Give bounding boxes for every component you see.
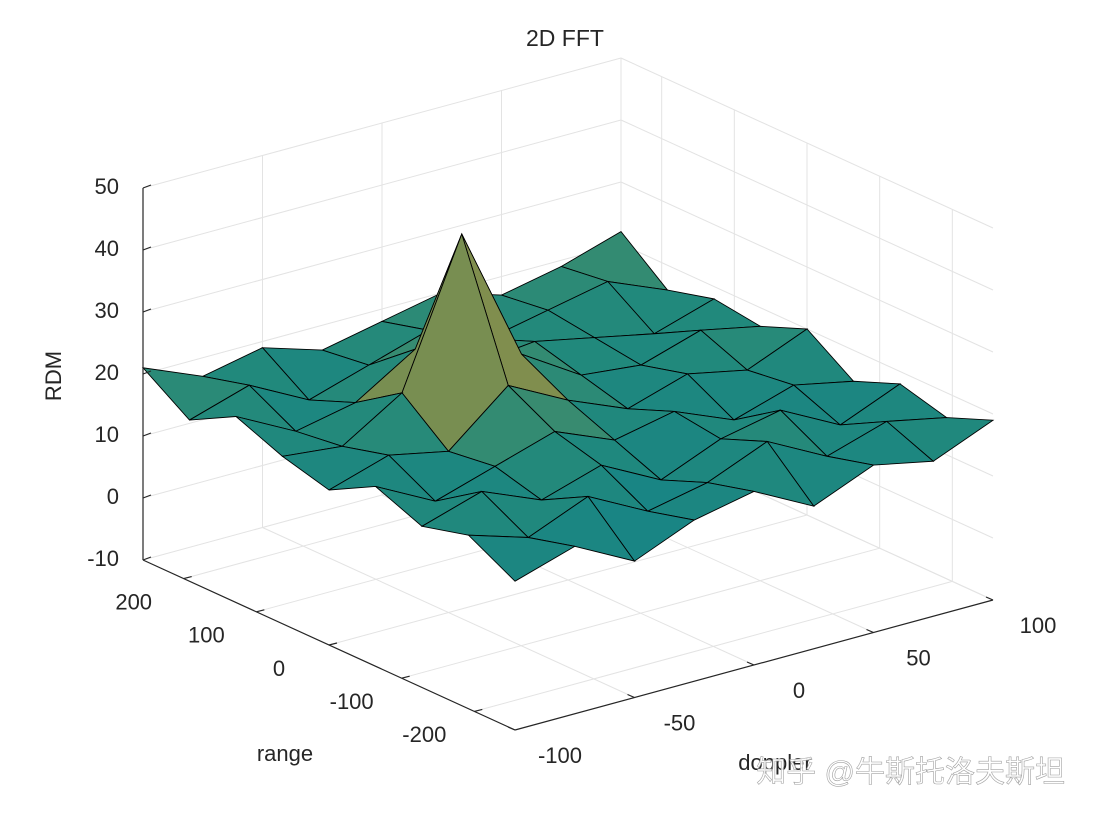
y-tick-label: 200	[115, 589, 152, 614]
z-tick-label: 40	[95, 236, 119, 261]
grid-line	[328, 514, 808, 646]
tick-mark	[985, 596, 994, 601]
tick-mark	[142, 370, 152, 375]
y-tick-label: 0	[273, 656, 285, 681]
tick-mark	[142, 308, 152, 313]
z-axis-label: RDM	[41, 351, 66, 401]
tick-mark	[401, 675, 410, 679]
tick-mark	[142, 246, 152, 251]
y-axis-label: range	[257, 741, 313, 766]
z-tick-label: 20	[95, 360, 119, 385]
y-tick-label: 100	[188, 623, 225, 648]
z-tick-label: 30	[95, 298, 119, 323]
x-tick-label: 0	[793, 678, 805, 703]
x-tick-label: 50	[906, 645, 930, 670]
z-tick-label: 0	[107, 484, 119, 509]
tick-mark	[474, 708, 483, 712]
tick-mark	[256, 609, 265, 613]
tick-mark	[142, 556, 152, 561]
tick-mark	[627, 693, 635, 699]
z-tick-label: 50	[95, 174, 119, 199]
tick-mark	[746, 661, 755, 666]
x-tick-label: -100	[538, 743, 582, 768]
x-tick-label: -50	[664, 710, 696, 735]
y-tick-label: -200	[402, 722, 446, 747]
x-tick-label: 100	[1020, 613, 1057, 638]
chart-title: 2D FFT	[526, 25, 604, 51]
tick-mark	[328, 642, 338, 646]
z-tick-label: 10	[95, 422, 119, 447]
surface-cell	[467, 534, 577, 582]
x-axis-label: doppler	[738, 750, 811, 775]
tick-mark	[142, 184, 152, 189]
y-tick-label: -100	[330, 689, 374, 714]
tick-mark	[142, 494, 152, 499]
grid-line	[401, 547, 880, 679]
tick-mark	[142, 432, 152, 437]
tick-mark	[507, 726, 516, 731]
tick-mark	[183, 576, 192, 580]
z-tick-label: -10	[87, 546, 119, 571]
tick-mark	[866, 628, 874, 634]
watermark: 知乎 @牛斯托洛夫斯坦	[756, 756, 1065, 789]
grid-line	[474, 580, 953, 712]
